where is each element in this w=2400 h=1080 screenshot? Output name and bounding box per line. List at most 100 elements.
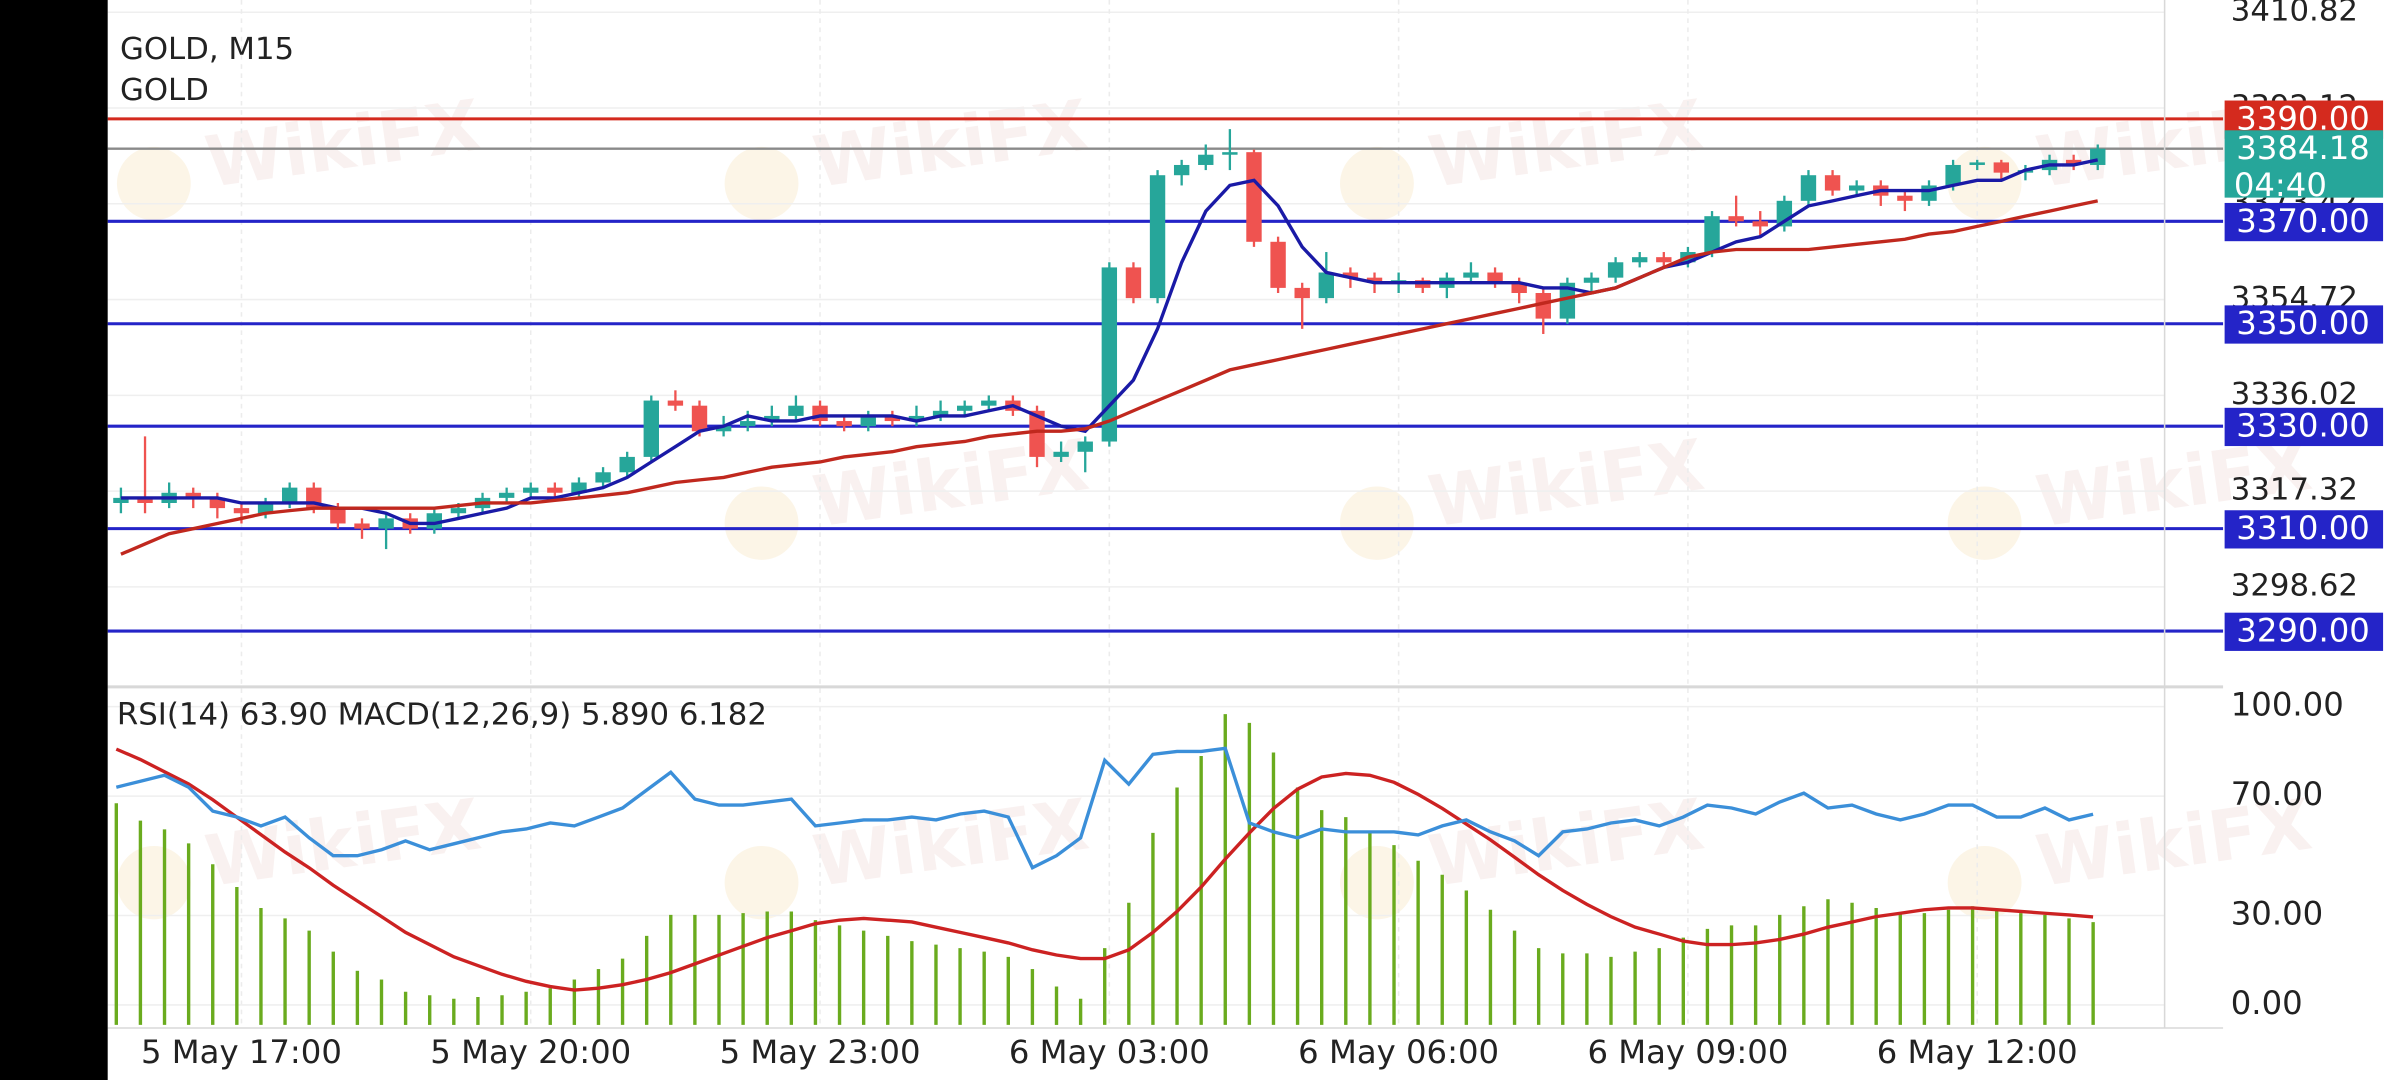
y-tick-label: 70.00	[2231, 775, 2323, 813]
candle-body	[1607, 262, 1624, 278]
candle-body	[209, 497, 226, 509]
y-tick-label: 100.00	[2231, 686, 2344, 724]
x-tick-label: 5 May 17:00	[141, 1033, 342, 1071]
candle-body	[908, 415, 925, 422]
candle-body	[1463, 272, 1479, 278]
watermark-logo	[1340, 845, 1414, 920]
y-tick-label: 0.00	[2231, 984, 2303, 1022]
candle-body	[1583, 277, 1600, 283]
candle-body	[233, 508, 250, 514]
watermark-logo	[724, 845, 799, 920]
level-label: 3310.00	[2236, 509, 2370, 547]
candle-body	[378, 518, 394, 529]
candle-body	[860, 415, 876, 427]
x-tick-label: 6 May 03:00	[1009, 1033, 1210, 1071]
candle-body	[1029, 410, 1045, 457]
left-bezel	[0, 0, 108, 1080]
candle-body	[1342, 272, 1359, 278]
candle-body	[571, 482, 587, 493]
y-tick-label: 3298.62	[2231, 568, 2358, 603]
candle-body	[1318, 272, 1334, 299]
candle-body	[1053, 451, 1069, 457]
candle-body	[137, 497, 153, 503]
candle-body	[354, 523, 370, 529]
candle-body	[981, 400, 997, 406]
current-price-label: 3384.18	[2236, 129, 2370, 167]
candle-body	[1824, 175, 1841, 191]
level-label-box	[2224, 510, 2384, 549]
candle-body	[1366, 277, 1383, 283]
candle-body	[1969, 162, 1985, 165]
watermark-logo	[116, 146, 191, 221]
candle-body	[1125, 267, 1142, 299]
candle-body	[1728, 216, 1744, 222]
watermark-logo	[1340, 486, 1414, 560]
watermark-logo	[1947, 845, 2022, 920]
indicator-title: RSI(14) 63.90 MACD(12,26,9) 5.890 6.182	[117, 697, 767, 732]
watermark-logo	[1947, 486, 2022, 560]
candle-body	[1270, 241, 1286, 288]
candle-body	[523, 487, 539, 493]
chart-subtitle: GOLD	[120, 73, 209, 108]
candle-body	[1149, 175, 1166, 299]
moving-average-line	[120, 158, 2099, 526]
x-tick-label: 5 May 23:00	[720, 1033, 921, 1071]
x-tick-label: 6 May 12:00	[1877, 1033, 2078, 1071]
countdown-label: 04:40	[2234, 166, 2327, 204]
y-tick-label: 3410.82	[2231, 0, 2358, 29]
candle-body	[643, 400, 659, 457]
candle-body	[547, 487, 563, 493]
axis-labels: 3410.823392.123373.423354.723336.023317.…	[141, 0, 2384, 1071]
candle-body	[450, 508, 467, 514]
candle-body	[113, 497, 129, 503]
candle-body	[619, 456, 635, 473]
candle-body	[1752, 221, 1768, 227]
level-label: 3350.00	[2236, 304, 2370, 342]
y-tick-label: 30.00	[2231, 895, 2323, 933]
candle-body	[1246, 152, 1262, 242]
candle-body	[715, 426, 732, 432]
candle-body	[740, 421, 756, 427]
y-tick-label: 3336.02	[2231, 377, 2358, 412]
level-label: 3370.00	[2236, 202, 2370, 240]
plot	[107, 117, 2224, 1025]
level-label-box	[2224, 612, 2384, 651]
level-label-box	[2224, 407, 2384, 447]
candle-body	[2065, 159, 2082, 165]
level-label-box	[2224, 202, 2384, 242]
indicator-line	[115, 746, 2094, 870]
candle-body	[185, 492, 201, 498]
candle-body	[330, 508, 346, 524]
candle-body	[595, 472, 611, 483]
candle-body	[1704, 216, 1720, 253]
candle-body	[788, 405, 804, 416]
watermark-logo	[724, 146, 799, 221]
candle-body	[957, 405, 973, 411]
candle-body	[1511, 282, 1527, 294]
candle-body	[764, 415, 780, 422]
candle-body	[836, 421, 852, 427]
candle-body	[1198, 154, 1214, 165]
candle-body	[1222, 152, 1238, 155]
candle-body	[1800, 175, 1817, 201]
level-label: 3330.00	[2236, 407, 2370, 445]
candle-body	[1101, 267, 1118, 442]
candle-body	[1993, 162, 2010, 173]
x-tick-label: 6 May 06:00	[1298, 1033, 1499, 1071]
x-tick-label: 5 May 20:00	[430, 1033, 631, 1071]
candle-body	[1559, 282, 1576, 319]
candle-body	[1897, 195, 1913, 201]
candle-body	[1945, 164, 1961, 186]
indicator-line	[115, 747, 2094, 992]
candle-body	[884, 415, 901, 422]
y-tick-label: 3317.32	[2231, 473, 2358, 508]
watermark-logo	[116, 845, 191, 920]
candle-body	[667, 400, 684, 406]
level-label-box	[2224, 305, 2384, 344]
candle-body	[932, 410, 949, 416]
candle-body	[691, 405, 708, 432]
moving-average-line	[120, 199, 2099, 556]
watermark-logo	[1340, 146, 1414, 221]
candle-body	[1077, 441, 1093, 452]
